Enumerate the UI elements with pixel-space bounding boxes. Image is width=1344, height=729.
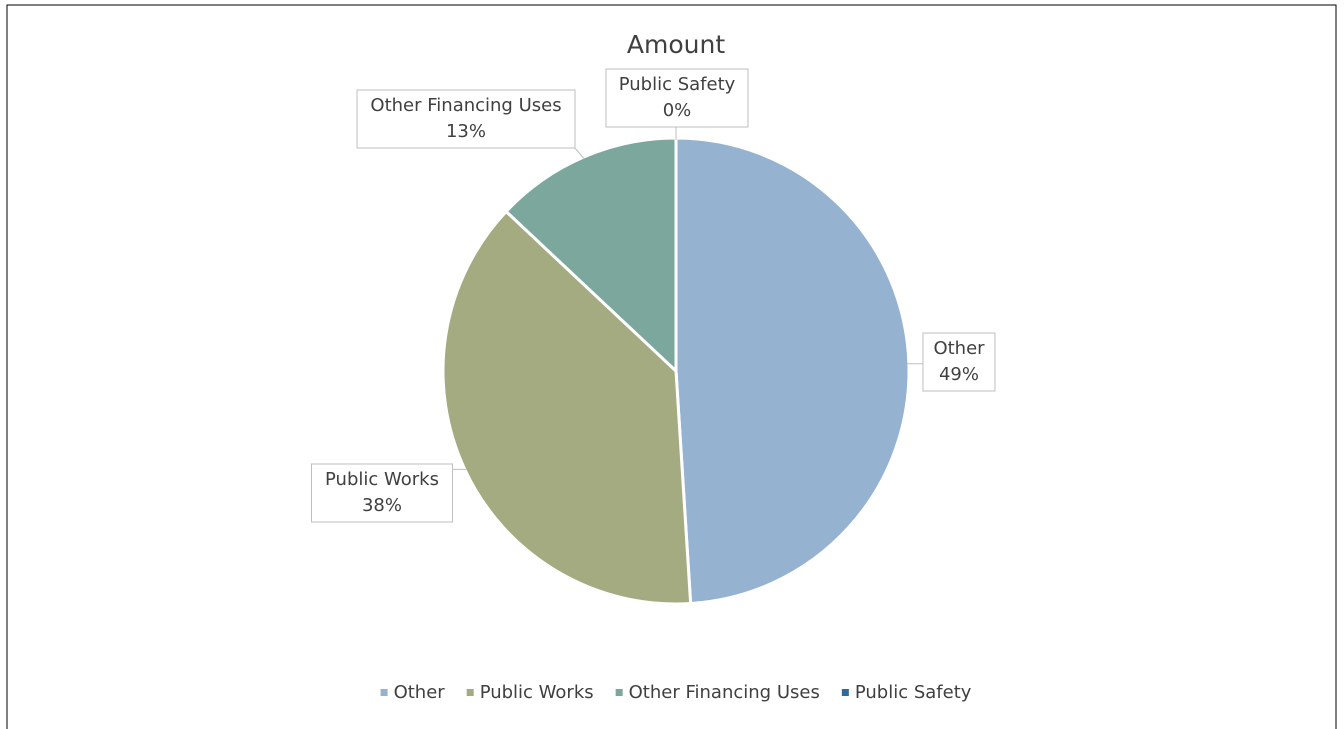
legend-item: Other Financing Uses <box>615 682 820 703</box>
legend-marker <box>615 689 623 696</box>
legend-label: Public Works <box>480 682 594 703</box>
legend-item: Public Safety <box>841 682 972 703</box>
data-label-name: Public Safety <box>619 74 736 95</box>
legend-label: Other Financing Uses <box>629 682 820 703</box>
legend-marker <box>841 689 849 696</box>
callout-box <box>922 332 996 392</box>
data-label-value: 13% <box>446 121 486 142</box>
callout-box <box>311 463 453 523</box>
data-label-name: Other Financing Uses <box>370 95 561 116</box>
callout-leader <box>574 147 585 160</box>
legend-item: Public Works <box>466 682 594 703</box>
data-label-name: Public Works <box>325 469 439 490</box>
legend-item: Other <box>380 682 446 703</box>
callout-box <box>605 68 749 128</box>
chart-title: Amount <box>627 30 725 59</box>
legend-label: Other <box>394 682 446 703</box>
data-label-name: Other <box>933 338 985 359</box>
legend-label: Public Safety <box>855 682 972 703</box>
legend-marker <box>380 689 388 696</box>
legend-marker <box>466 689 474 696</box>
pie-slice <box>441 209 693 606</box>
data-label-value: 38% <box>362 495 402 516</box>
pie-slice <box>504 136 678 375</box>
callout-box <box>356 89 576 149</box>
data-label-value: 49% <box>939 364 979 385</box>
data-label-value: 0% <box>663 100 692 121</box>
